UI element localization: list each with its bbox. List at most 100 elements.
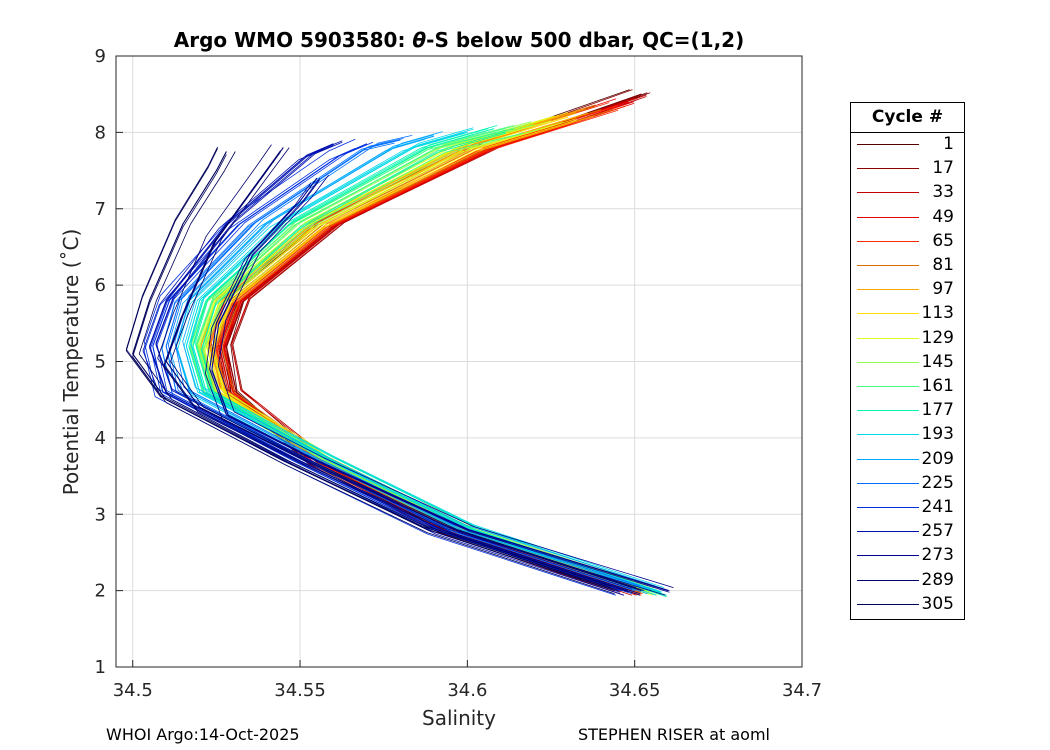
- series-line-305-profile: [132, 154, 615, 595]
- series-line-193-profile: [190, 128, 665, 590]
- legend-item: 193: [851, 423, 964, 447]
- legend-label: 289: [921, 569, 954, 590]
- legend-label: 257: [921, 521, 954, 542]
- legend-item: 241: [851, 496, 964, 520]
- legend-item: 49: [851, 206, 964, 230]
- legend-label: 81: [932, 255, 954, 275]
- legend-label: 65: [932, 230, 954, 251]
- legend-label: 241: [921, 497, 954, 517]
- legend-swatch: [857, 313, 919, 315]
- legend-item: 33: [851, 181, 964, 205]
- x-axis-label: Salinity: [422, 706, 496, 730]
- legend: Cycle # 1 17 33 49 65 81 97 113 129 145 161 177 193 2…: [850, 102, 965, 620]
- legend-label: 161: [921, 376, 954, 396]
- legend-label: 49: [932, 206, 954, 227]
- series-lines: [125, 89, 674, 598]
- legend-swatch: [857, 603, 919, 605]
- legend-label: 209: [921, 448, 954, 469]
- legend-label: 145: [921, 351, 954, 372]
- series-line-257-profile: [149, 145, 629, 593]
- series-line-257-profile: [155, 141, 633, 590]
- series-line-241-profile: [143, 148, 617, 596]
- series-line-289-profile: [157, 144, 637, 588]
- y-tick-label: 4: [95, 428, 106, 449]
- series-line-289-profile: [163, 151, 641, 596]
- y-axis-label: Potential Temperature (˚C): [59, 229, 83, 496]
- y-tick-label: 6: [95, 275, 106, 296]
- series-line-273: [209, 177, 669, 592]
- y-tick-label: 3: [95, 504, 106, 525]
- legend-label: 17: [932, 158, 954, 179]
- legend-title: Cycle #: [851, 103, 964, 133]
- legend-label: 305: [921, 593, 954, 614]
- legend-label: 113: [921, 303, 954, 324]
- legend-label: 1: [943, 134, 954, 154]
- legend-label: 97: [932, 279, 954, 300]
- legend-item: 113: [851, 302, 964, 326]
- legend-swatch: [857, 531, 919, 533]
- legend-item: 289: [851, 569, 964, 593]
- legend-swatch: [857, 361, 919, 363]
- legend-item: 305: [851, 593, 964, 617]
- legend-item: 225: [851, 472, 964, 496]
- legend-item: 177: [851, 399, 964, 423]
- series-line-273-profile: [211, 179, 670, 593]
- legend-swatch: [857, 482, 919, 484]
- legend-swatch: [857, 507, 919, 508]
- y-tick-label: 1: [95, 657, 106, 678]
- series-line-177-profile: [194, 125, 663, 590]
- legend-item: 1: [851, 133, 964, 157]
- legend-swatch: [857, 216, 919, 218]
- y-tick-label: 9: [95, 46, 106, 67]
- legend-label: 129: [921, 327, 954, 348]
- chart-title: Argo WMO 5903580: θ-S below 500 dbar, QC…: [174, 28, 744, 52]
- legend-item: 81: [851, 254, 964, 278]
- legend-label: 33: [932, 182, 954, 203]
- x-tick-label: 34.6: [447, 680, 487, 701]
- legend-item: 145: [851, 351, 964, 375]
- legend-item: 129: [851, 327, 964, 351]
- series-line-305: [132, 151, 615, 592]
- y-tick-label: 8: [95, 122, 106, 143]
- legend-swatch: [857, 434, 919, 436]
- series-line-305-profile: [138, 151, 619, 591]
- legend-swatch: [857, 265, 919, 266]
- series-line-305-profile: [125, 148, 611, 588]
- series-line-289-profile: [170, 147, 645, 591]
- legend-item: 65: [851, 230, 964, 254]
- footer-right-text: STEPHEN RISER at aoml: [578, 725, 770, 744]
- legend-item: 257: [851, 520, 964, 544]
- legend-item: 161: [851, 375, 964, 399]
- series-line-273-profile: [217, 174, 674, 588]
- legend-swatch: [857, 386, 919, 387]
- y-tick-label: 5: [95, 352, 106, 373]
- legend-swatch: [857, 555, 919, 557]
- x-tick-label: 34.5: [113, 680, 153, 701]
- legend-label: 273: [921, 545, 954, 566]
- series-line-241-profile: [150, 145, 621, 593]
- series-line-97-profile: [200, 112, 640, 591]
- series-line-289-profile: [163, 150, 641, 595]
- legend-label: 225: [921, 472, 954, 493]
- legend-swatch: [857, 458, 919, 460]
- ticks: 34.5 34.55 34.6 34.65 34.7 1 2 3 4 5 6 7 8 9: [95, 46, 822, 701]
- legend-swatch: [857, 168, 919, 170]
- x-tick-label: 34.65: [609, 680, 661, 701]
- legend-swatch: [857, 410, 919, 412]
- legend-item: 17: [851, 157, 964, 181]
- legend-swatch: [857, 144, 919, 145]
- legend-swatch: [857, 579, 919, 581]
- legend-item: 97: [851, 278, 964, 302]
- x-tick-label: 34.55: [274, 680, 326, 701]
- y-tick-label: 7: [95, 199, 106, 220]
- legend-swatch: [857, 192, 919, 194]
- legend-swatch: [857, 337, 919, 339]
- legend-swatch: [857, 240, 919, 242]
- legend-label: 193: [921, 424, 954, 445]
- legend-label: 177: [921, 400, 954, 421]
- legend-swatch: [857, 289, 919, 291]
- series-line-145-profile: [197, 122, 654, 590]
- footer-left-text: WHOI Argo:14-Oct-2025: [106, 725, 300, 744]
- legend-item: 273: [851, 544, 964, 568]
- x-tick-label: 34.7: [782, 680, 822, 701]
